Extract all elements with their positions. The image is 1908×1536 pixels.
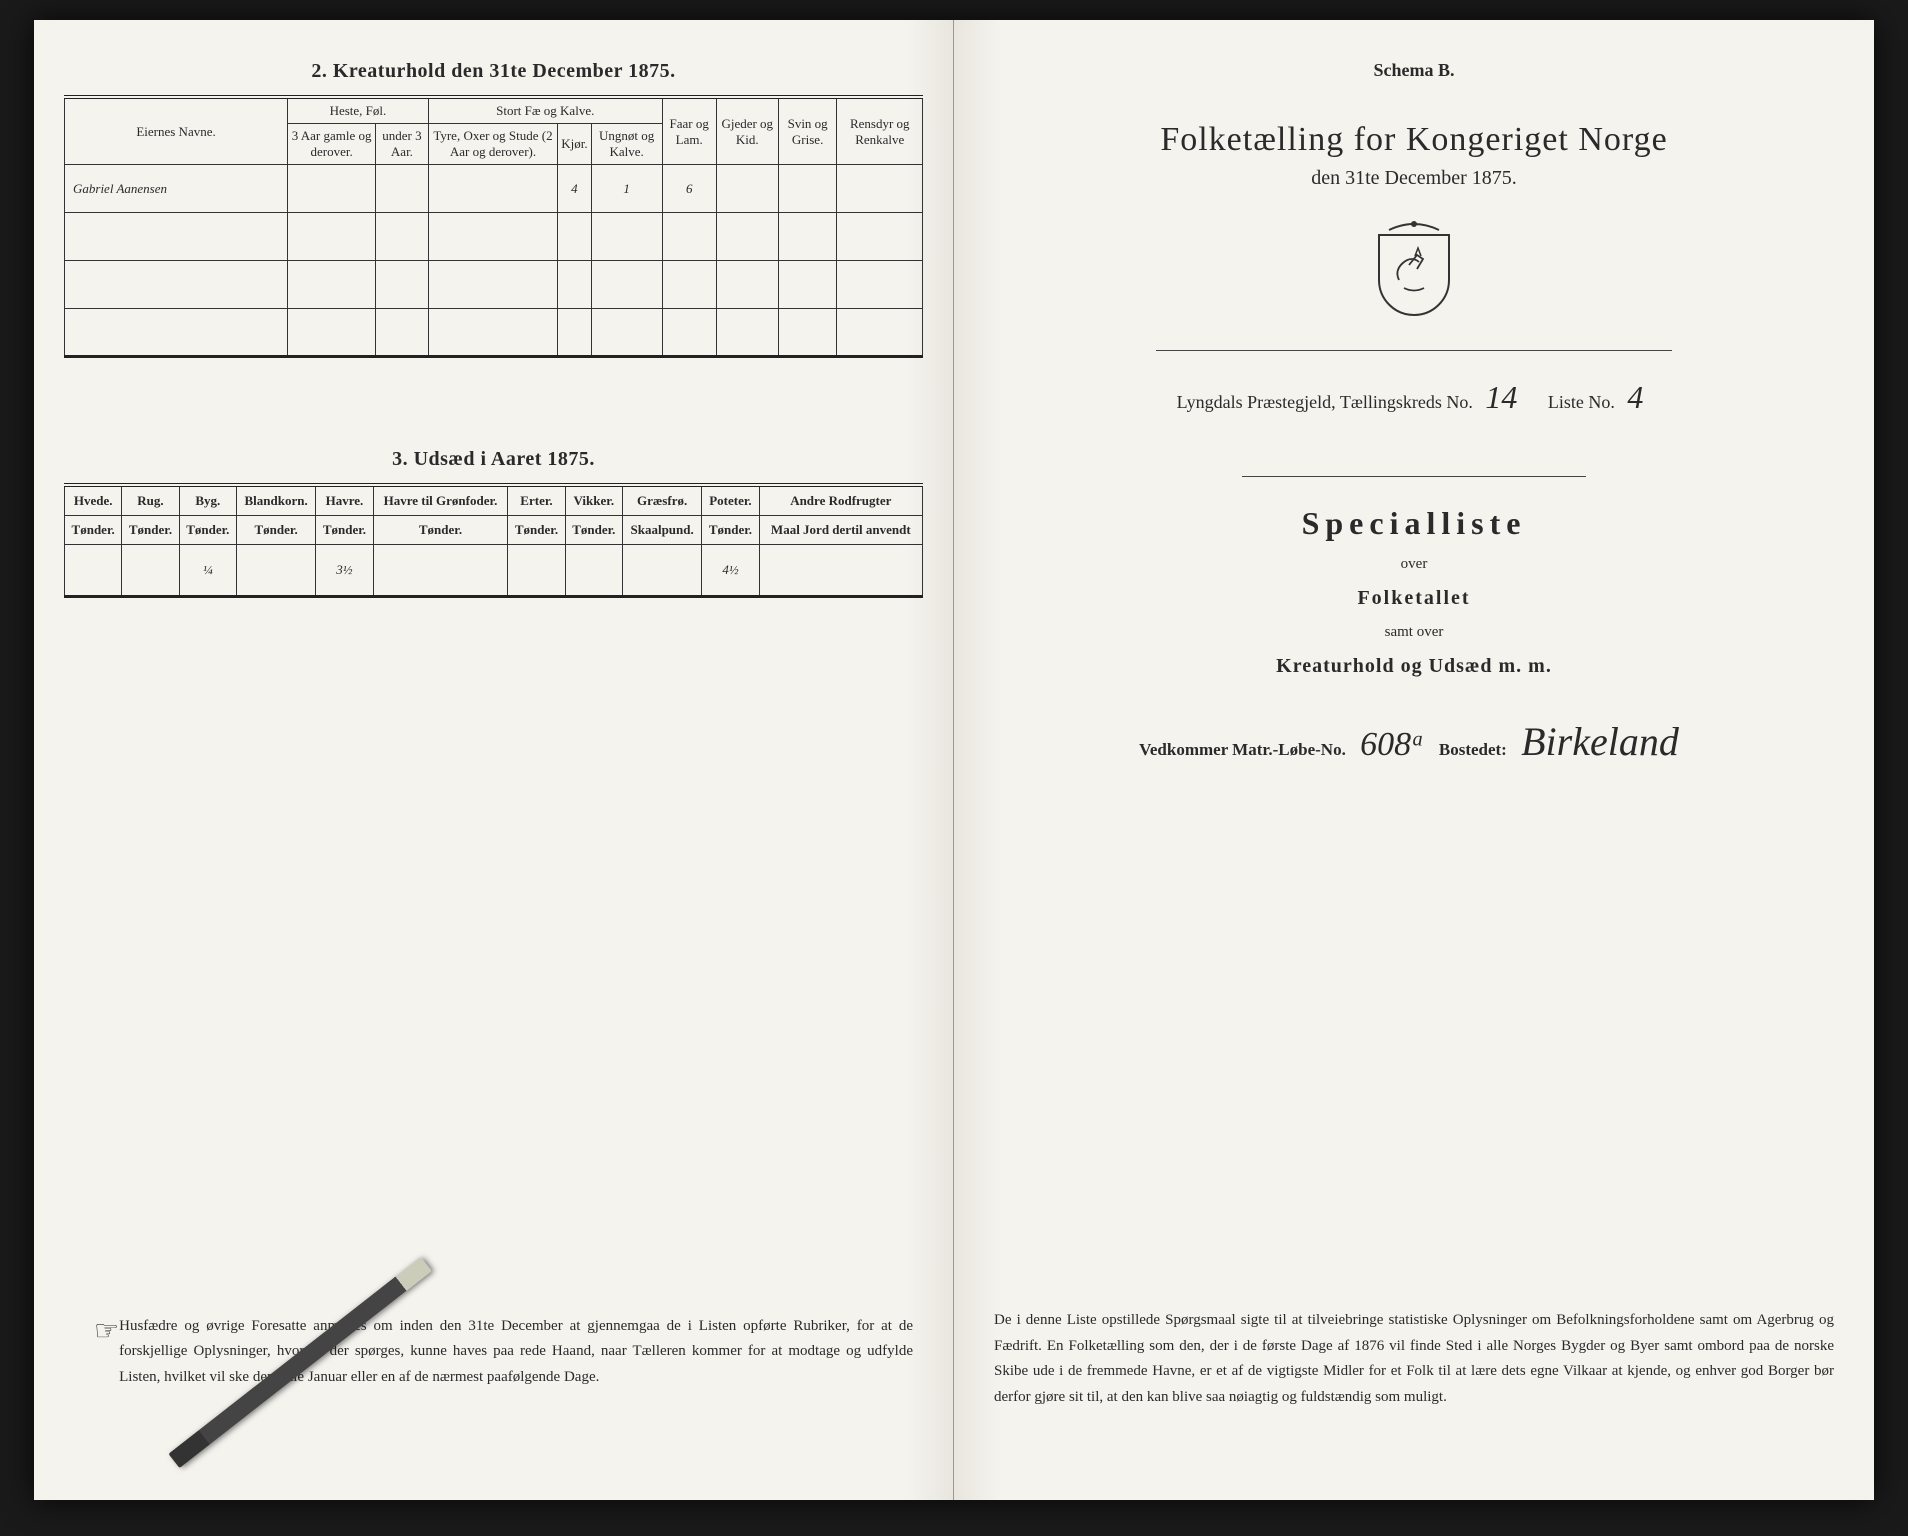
over-label: over bbox=[984, 556, 1844, 573]
right-footnote: De i denne Liste opstillede Spørgsmaal s… bbox=[954, 1308, 1874, 1410]
unit: Tønder. bbox=[122, 516, 179, 545]
unit: Tønder. bbox=[179, 516, 236, 545]
kreaturhold-table: Eiernes Navne. Heste, Føl. Stort Fæ og K… bbox=[64, 95, 923, 358]
unit: Maal Jord dertil anvendt bbox=[759, 516, 922, 545]
col-andre: Andre Rodfrugter bbox=[759, 485, 922, 516]
kreatur-line: Kreaturhold og Udsæd m. m. bbox=[984, 655, 1844, 678]
kreds-number: 14 bbox=[1477, 379, 1525, 415]
cell-havre: 3½ bbox=[316, 545, 373, 597]
table-row: Gabriel Aanensen 4 1 6 bbox=[65, 165, 923, 213]
bostedet-name: Birkeland bbox=[1511, 719, 1689, 764]
specialliste-title: Specialliste bbox=[984, 505, 1844, 542]
unit: Skaalpund. bbox=[622, 516, 701, 545]
samt-over-label: samt over bbox=[984, 624, 1844, 641]
cell-ungnot: 1 bbox=[591, 165, 662, 213]
unit: Tønder. bbox=[508, 516, 565, 545]
sub-date: den 31te December 1875. bbox=[984, 167, 1844, 190]
unit: Tønder. bbox=[65, 516, 122, 545]
pointing-hand-icon: ☞ bbox=[94, 1314, 119, 1391]
table-row bbox=[65, 309, 923, 357]
col-ren: Rensdyr og Renkalve bbox=[837, 97, 923, 165]
col-havre: Havre. bbox=[316, 485, 373, 516]
col-poteter: Poteter. bbox=[702, 485, 759, 516]
table-row bbox=[65, 261, 923, 309]
divider bbox=[1242, 476, 1586, 477]
col-gjeder: Gjeder og Kid. bbox=[716, 97, 778, 165]
sub-heste2: under 3 Aar. bbox=[376, 124, 429, 165]
left-page: 2. Kreaturhold den 31te December 1875. E… bbox=[34, 20, 954, 1500]
table-row: ¼ 3½ 4½ bbox=[65, 545, 923, 597]
bostedet-label: Bostedet: bbox=[1439, 740, 1507, 759]
sub-stor3: Ungnøt og Kalve. bbox=[591, 124, 662, 165]
sub-heste1: 3 Aar gamle og derover. bbox=[288, 124, 376, 165]
kreds-prefix: Lyngdals Præstegjeld, Tællingskreds No. bbox=[1177, 392, 1473, 412]
main-title: Folketælling for Kongeriget Norge bbox=[984, 121, 1844, 159]
udsaed-table: Hvede. Rug. Byg. Blandkorn. Havre. Havre… bbox=[64, 483, 923, 598]
col-byg: Byg. bbox=[179, 485, 236, 516]
unit: Tønder. bbox=[702, 516, 759, 545]
folketallet-label: Folketallet bbox=[984, 587, 1844, 610]
section3-title: 3. Udsæd i Aaret 1875. bbox=[64, 448, 923, 471]
schema-label: Schema B. bbox=[984, 60, 1844, 81]
liste-label: Liste No. bbox=[1548, 392, 1615, 412]
cell-byg: ¼ bbox=[179, 545, 236, 597]
sub-stor2: Kjør. bbox=[558, 124, 591, 165]
col-bland: Blandkorn. bbox=[236, 485, 315, 516]
footnote-text: Husfædre og øvrige Foresatte anmodes om … bbox=[119, 1314, 913, 1391]
owner-name: Gabriel Aanensen bbox=[65, 165, 288, 213]
unit: Tønder. bbox=[236, 516, 315, 545]
divider bbox=[1156, 350, 1672, 351]
right-page: Schema B. Folketælling for Kongeriget No… bbox=[954, 20, 1874, 1500]
unit: Tønder. bbox=[316, 516, 373, 545]
col-erter: Erter. bbox=[508, 485, 565, 516]
cell-poteter: 4½ bbox=[702, 545, 759, 597]
left-footnote: ☞ Husfædre og øvrige Foresatte anmodes o… bbox=[94, 1314, 913, 1391]
col-hvede: Hvede. bbox=[65, 485, 122, 516]
sub-stor1: Tyre, Oxer og Stude (2 Aar og derover). bbox=[428, 124, 557, 165]
col-svin: Svin og Grise. bbox=[778, 97, 837, 165]
col-eier: Eiernes Navne. bbox=[65, 97, 288, 165]
vedkommer-line: Vedkommer Matr.-Løbe-No. 608ᵃ Bostedet: … bbox=[984, 718, 1844, 765]
coat-of-arms-icon bbox=[1369, 220, 1459, 320]
col-vikker: Vikker. bbox=[565, 485, 622, 516]
col-havreg: Havre til Grønfoder. bbox=[373, 485, 508, 516]
cell-faar: 6 bbox=[662, 165, 716, 213]
cell-kjor: 4 bbox=[558, 165, 591, 213]
liste-number: 4 bbox=[1619, 379, 1651, 415]
section2-title: 2. Kreaturhold den 31te December 1875. bbox=[64, 60, 923, 83]
vedkommer-prefix: Vedkommer Matr.-Løbe-No. bbox=[1139, 740, 1346, 759]
matr-number: 608ᵃ bbox=[1350, 726, 1435, 763]
col-faar: Faar og Lam. bbox=[662, 97, 716, 165]
unit: Tønder. bbox=[565, 516, 622, 545]
col-rug: Rug. bbox=[122, 485, 179, 516]
grp-storfe: Stort Fæ og Kalve. bbox=[428, 97, 662, 124]
col-graes: Græsfrø. bbox=[622, 485, 701, 516]
table-row bbox=[65, 213, 923, 261]
grp-heste: Heste, Føl. bbox=[288, 97, 429, 124]
kreds-line: Lyngdals Præstegjeld, Tællingskreds No. … bbox=[984, 379, 1844, 416]
book-spread: 2. Kreaturhold den 31te December 1875. E… bbox=[34, 20, 1874, 1500]
unit: Tønder. bbox=[373, 516, 508, 545]
